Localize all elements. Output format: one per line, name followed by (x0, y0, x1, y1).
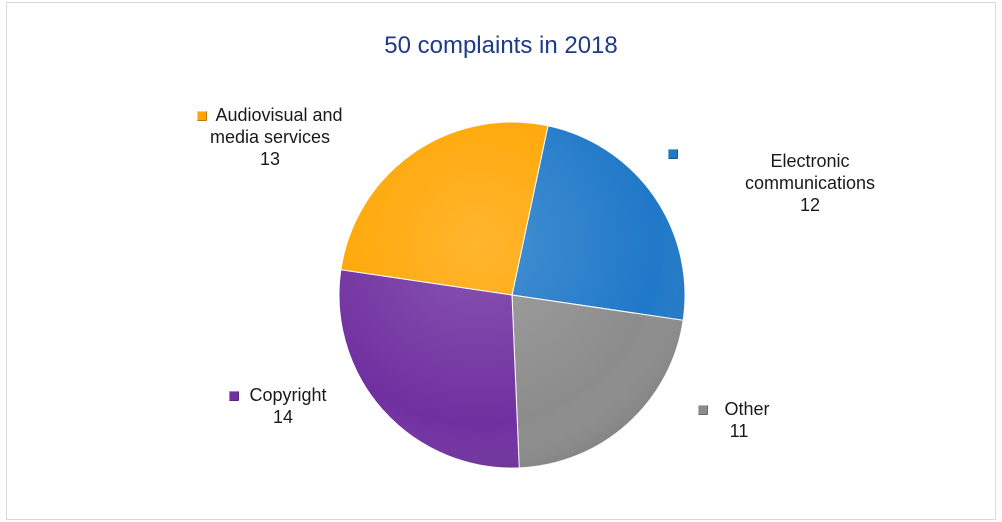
slice-audiovisual-media (340, 121, 549, 296)
slice-value: 13 (259, 149, 281, 169)
slice-label-text: Copyright (249, 385, 327, 405)
slice-marker (698, 405, 709, 416)
slice-copyright (338, 269, 520, 469)
slice-value: 12 (799, 195, 821, 215)
slice-other (511, 294, 684, 469)
slice-value: 14 (272, 407, 294, 427)
slice-marker (197, 111, 208, 122)
slice-label-audiovisual-media: Audiovisual and media services 13 (170, 104, 370, 170)
slice-value: 11 (729, 421, 749, 441)
slice-label-text: communications (744, 173, 876, 193)
slice-marker (229, 391, 240, 402)
slice-label-text: Other (724, 399, 770, 419)
slice-label-text: Audiovisual and (215, 105, 343, 125)
slice-label-copyright: Copyright 14 (208, 384, 348, 428)
slice-label-electronic-communications: Electronic communications 12 (668, 149, 910, 216)
slice-label-other: Other 11 (674, 398, 794, 442)
chart-frame (6, 2, 996, 520)
slice-label-text: Electronic (770, 151, 850, 171)
chart-title: 50 complaints in 2018 (384, 32, 618, 59)
slice-marker (668, 149, 678, 160)
slice-label-text: media services (209, 127, 331, 147)
